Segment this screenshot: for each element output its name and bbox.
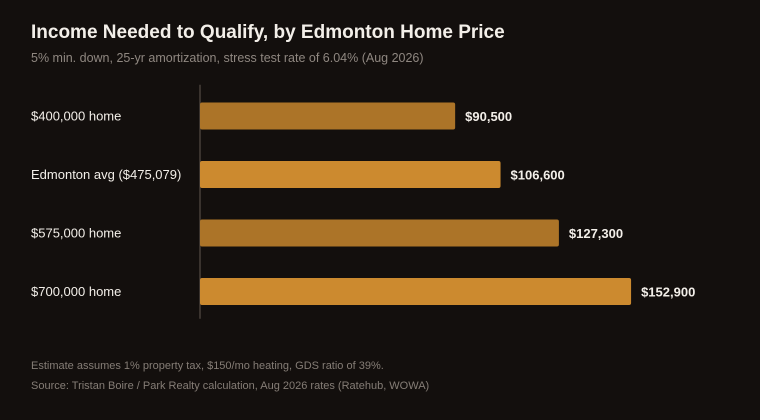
value-label: $106,600 [511,168,565,183]
bar [200,219,559,247]
category-label: $575,000 home [31,226,121,241]
bar [200,161,501,188]
bar [200,102,456,130]
category-label: Edmonton avg ($475,079) [31,167,181,182]
category-label: $400,000 home [31,109,121,124]
chart-title: Income Needed to Qualify, by Edmonton Ho… [31,22,505,43]
value-label: $90,500 [465,109,512,124]
value-label: $127,300 [569,226,623,241]
value-label: $152,900 [641,285,695,300]
bar [200,278,632,305]
footnote-assumptions: Estimate assumes 1% property tax, $150/m… [31,360,384,372]
category-label: $700,000 home [31,284,121,299]
chart-subtitle: 5% min. down, 25-yr amortization, stress… [31,51,424,65]
footnote-source: Source: Tristan Boire / Park Realty calc… [31,380,430,392]
